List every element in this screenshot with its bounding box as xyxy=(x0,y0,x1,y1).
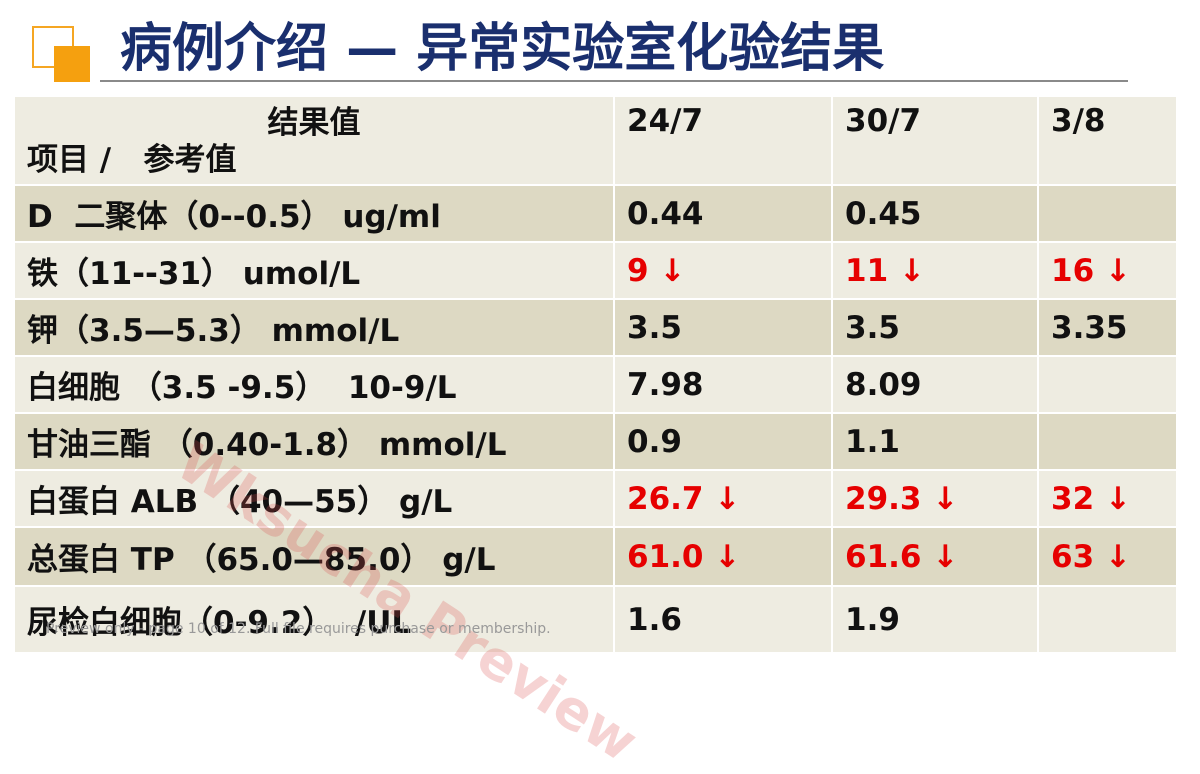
title-rule xyxy=(100,80,1128,82)
cell-value: 61.6 ↓ xyxy=(845,538,959,575)
row-label: 钾（3.5—5.3） mmol/L xyxy=(27,313,400,349)
cell-value: 1.6 xyxy=(627,601,682,638)
column-header: 30/7 xyxy=(845,103,922,139)
data-cell: 3.35 xyxy=(1038,299,1177,356)
cell-value: 32 ↓ xyxy=(1051,480,1131,517)
header-cell: 3/8 xyxy=(1038,96,1177,185)
data-cell: 0.9 xyxy=(614,413,832,470)
cell-value: 16 ↓ xyxy=(1051,252,1131,289)
cell-value: 7.98 xyxy=(627,366,704,403)
header-text: 结果值 xyxy=(267,105,361,141)
data-cell xyxy=(1038,413,1177,470)
header-cell: 结果值 项目 / 参考值 xyxy=(14,96,614,185)
data-cell: 3.5 xyxy=(614,299,832,356)
data-cell: 7.98 xyxy=(614,356,832,413)
cell-value: 3.5 xyxy=(627,309,682,346)
data-cell: 16 ↓ xyxy=(1038,242,1177,299)
data-cell: 11 ↓ xyxy=(832,242,1038,299)
data-cell: 1.1 xyxy=(832,413,1038,470)
column-header: 3/8 xyxy=(1051,103,1106,139)
cell-value: 3.35 xyxy=(1051,309,1128,346)
cell-value: 9 ↓ xyxy=(627,252,686,289)
row-label-cell: 总蛋白 TP （65.0—85.0） g/L xyxy=(14,527,614,586)
data-cell: 0.44 xyxy=(614,185,832,242)
row-label: 总蛋白 TP （65.0—85.0） g/L xyxy=(27,542,496,578)
row-label: 铁（11--31） umol/L xyxy=(27,256,361,292)
data-cell: 61.6 ↓ xyxy=(832,527,1038,586)
footer-note: Preview only - page 10 of 12. Full file … xyxy=(46,621,551,637)
slide: 病例介绍 — 异常实验室化验结果 结果值 项目 / 参考值 24/7 30/7 3/8 D… xyxy=(14,19,1177,774)
row-label: 尿检白细胞（0-9.2） /UL xyxy=(27,605,412,641)
column-header: 24/7 xyxy=(627,103,704,139)
data-cell: 63 ↓ xyxy=(1038,527,1177,586)
cell-value: 3.5 xyxy=(845,309,900,346)
row-label: 白蛋白 ALB （40—55） g/L xyxy=(27,484,453,520)
row-label-cell: 白蛋白 ALB （40—55） g/L xyxy=(14,470,614,527)
cell-value: 1.1 xyxy=(845,423,900,460)
row-label-cell: 钾（3.5—5.3） mmol/L xyxy=(14,299,614,356)
row-label: D 二聚体（0--0.5） ug/ml xyxy=(27,199,441,235)
cell-value: 63 ↓ xyxy=(1051,538,1131,575)
data-cell: 1.9 xyxy=(832,586,1038,653)
data-cell xyxy=(1038,185,1177,242)
data-cell: 29.3 ↓ xyxy=(832,470,1038,527)
data-cell: 26.7 ↓ xyxy=(614,470,832,527)
data-cell: 32 ↓ xyxy=(1038,470,1177,527)
data-cell: 8.09 xyxy=(832,356,1038,413)
data-cell: 3.5 xyxy=(832,299,1038,356)
data-cell: 1.6 xyxy=(614,586,832,653)
row-label-cell: 铁（11--31） umol/L xyxy=(14,242,614,299)
data-cell: 61.0 ↓ xyxy=(614,527,832,586)
logo-square xyxy=(54,46,90,82)
cell-value: 0.44 xyxy=(627,195,704,232)
row-label-cell: 白细胞 （3.5 -9.5） 10-9/L xyxy=(14,356,614,413)
row-label-cell: 尿检白细胞（0-9.2） /UL xyxy=(14,586,614,653)
header-cell: 24/7 xyxy=(614,96,832,185)
header-cell: 30/7 xyxy=(832,96,1038,185)
row-label: 白细胞 （3.5 -9.5） 10-9/L xyxy=(27,370,457,406)
data-cell xyxy=(1038,586,1177,653)
cell-value: 61.0 ↓ xyxy=(627,538,741,575)
cell-value: 26.7 ↓ xyxy=(627,480,741,517)
cell-value: 8.09 xyxy=(845,366,922,403)
row-label-cell: D 二聚体（0--0.5） ug/ml xyxy=(14,185,614,242)
slide-title: 病例介绍 — 异常实验室化验结果 xyxy=(120,19,885,79)
cell-value: 11 ↓ xyxy=(845,252,925,289)
data-cell xyxy=(1038,356,1177,413)
cell-value: 1.9 xyxy=(845,601,900,638)
data-cell: 0.45 xyxy=(832,185,1038,242)
row-label: 甘油三酯 （0.40-1.8） mmol/L xyxy=(27,427,507,463)
cell-value: 0.9 xyxy=(627,423,682,460)
cell-value: 0.45 xyxy=(845,195,922,232)
header-text: 项目 / 参考值 xyxy=(27,142,237,178)
cell-value: 29.3 ↓ xyxy=(845,480,959,517)
data-cell: 9 ↓ xyxy=(614,242,832,299)
row-label-cell: 甘油三酯 （0.40-1.8） mmol/L xyxy=(14,413,614,470)
